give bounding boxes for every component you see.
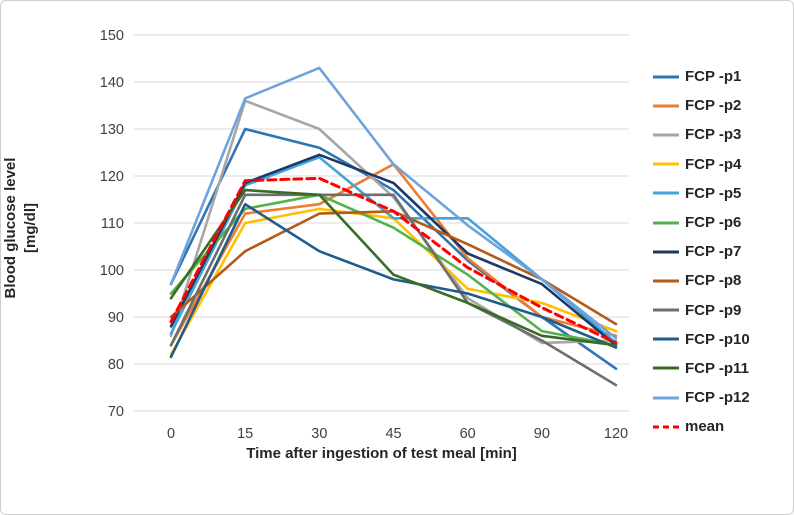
y-tick-label: 140 bbox=[100, 75, 124, 91]
x-tick-label: 0 bbox=[167, 426, 175, 442]
y-axis-title: Blood glucose level [mg/dl] bbox=[1, 78, 45, 378]
legend-line-sample bbox=[653, 425, 679, 429]
legend-item-fcp-p1: FCP -p1 bbox=[652, 62, 790, 91]
legend-label: FCP -p10 bbox=[685, 330, 750, 348]
series-line-fcp-p9 bbox=[169, 193, 618, 387]
legend-line-sample bbox=[653, 308, 679, 312]
legend-label: FCP -p12 bbox=[685, 389, 750, 407]
x-tick-label: 120 bbox=[604, 426, 628, 442]
legend-line-sample bbox=[653, 250, 679, 254]
y-tick-label: 130 bbox=[100, 122, 124, 138]
legend-label: FCP -p1 bbox=[685, 68, 742, 86]
series-line-fcp-p10 bbox=[169, 202, 618, 359]
x-tick-label: 30 bbox=[311, 426, 327, 442]
y-tick-label: 90 bbox=[108, 310, 124, 326]
legend-item-fcp-p3: FCP -p3 bbox=[652, 120, 790, 149]
legend-item-mean: mean bbox=[652, 412, 790, 441]
series-line-fcp-p12 bbox=[169, 66, 618, 340]
legend-item-fcp-p11: FCP -p11 bbox=[652, 354, 790, 383]
legend-item-fcp-p7: FCP -p7 bbox=[652, 237, 790, 266]
legend-label: mean bbox=[685, 418, 725, 436]
legend-line-sample bbox=[653, 75, 679, 79]
legend-item-fcp-p2: FCP -p2 bbox=[652, 91, 790, 120]
y-tick-label: 150 bbox=[100, 28, 124, 44]
legend-label: FCP -p5 bbox=[685, 184, 742, 202]
y-tick-label: 100 bbox=[100, 263, 124, 279]
legend-line-sample bbox=[653, 191, 679, 195]
y-axis-title-line: Blood glucose level bbox=[2, 157, 19, 299]
legend-line-sample bbox=[653, 366, 679, 370]
legend-item-fcp-p6: FCP -p6 bbox=[652, 208, 790, 237]
x-tick-label: 15 bbox=[237, 426, 253, 442]
legend-line-sample bbox=[653, 133, 679, 137]
legend-label: FCP -p9 bbox=[685, 301, 742, 319]
x-tick-label: 60 bbox=[460, 426, 476, 442]
legend-line-sample bbox=[653, 221, 679, 225]
legend-label: FCP -p8 bbox=[685, 272, 742, 290]
y-tick-label: 80 bbox=[108, 357, 124, 373]
series-line-fcp-p11 bbox=[169, 188, 618, 347]
legend-line-sample bbox=[653, 279, 679, 283]
x-tick-label: 45 bbox=[385, 426, 401, 442]
legend-line-sample bbox=[653, 104, 679, 108]
series-line-fcp-p6 bbox=[169, 193, 618, 347]
y-tick-label: 120 bbox=[100, 169, 124, 185]
legend-item-fcp-p10: FCP -p10 bbox=[652, 325, 790, 354]
legend-line-sample bbox=[653, 396, 679, 400]
legend-label: FCP -p7 bbox=[685, 243, 742, 261]
y-tick-label: 70 bbox=[108, 404, 124, 420]
legend: FCP -p1 FCP -p2 FCP -p3 FCP -p4 FCP -p5 FCP -… bbox=[652, 62, 790, 441]
legend-line-sample bbox=[653, 337, 679, 341]
legend-label: FCP -p3 bbox=[685, 126, 742, 144]
legend-item-fcp-p12: FCP -p12 bbox=[652, 383, 790, 412]
legend-item-fcp-p5: FCP -p5 bbox=[652, 179, 790, 208]
series-line-fcp-p5 bbox=[169, 155, 618, 345]
legend-label: FCP -p11 bbox=[685, 359, 749, 377]
legend-item-fcp-p8: FCP -p8 bbox=[652, 266, 790, 295]
y-axis-title-line: [mg/dl] bbox=[22, 203, 39, 253]
x-tick-label: 90 bbox=[534, 426, 550, 442]
x-axis-title: Time after ingestion of test meal [min] bbox=[246, 445, 517, 462]
legend-item-fcp-p9: FCP -p9 bbox=[652, 296, 790, 325]
legend-item-fcp-p4: FCP -p4 bbox=[652, 150, 790, 179]
y-tick-label: 110 bbox=[101, 216, 124, 232]
series-line-mean bbox=[169, 176, 618, 345]
legend-label: FCP -p2 bbox=[685, 97, 742, 115]
legend-line-sample bbox=[653, 162, 679, 166]
legend-label: FCP -p6 bbox=[685, 214, 742, 232]
legend-label: FCP -p4 bbox=[685, 155, 742, 173]
